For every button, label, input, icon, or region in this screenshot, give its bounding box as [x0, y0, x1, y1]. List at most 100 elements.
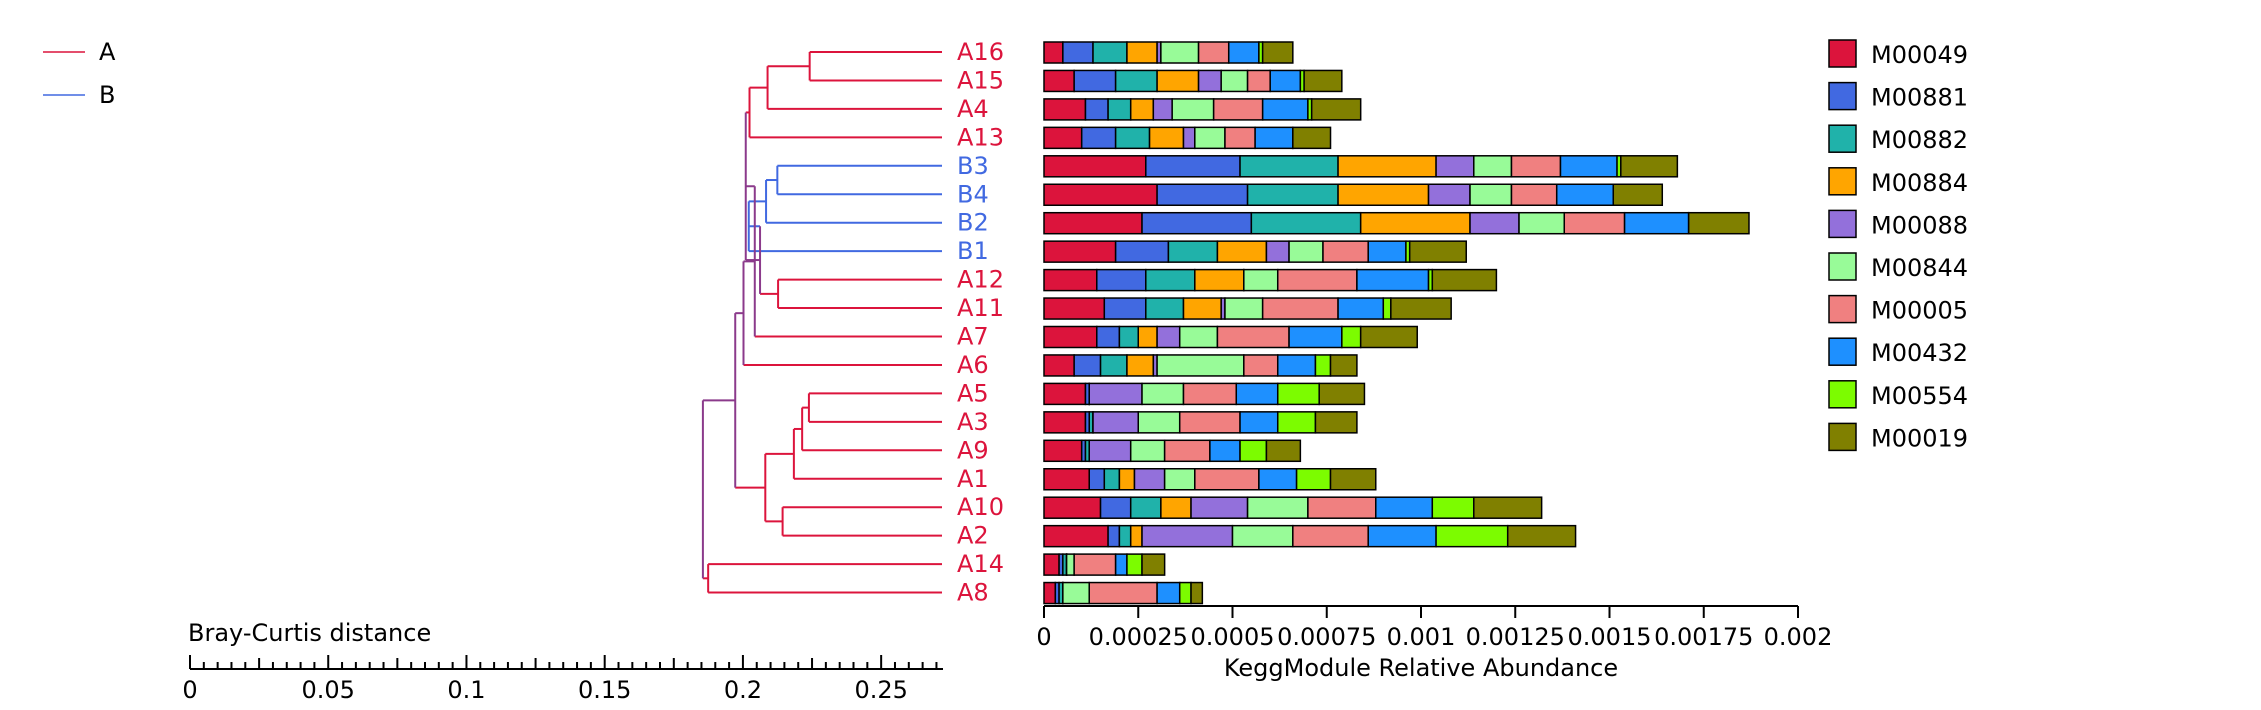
leaf-label: A10	[957, 493, 1004, 521]
bar-segment-M00882	[1246, 183, 1339, 206]
bar-segment-M00005	[1163, 439, 1211, 463]
bar-segment-M00005	[1178, 411, 1241, 434]
bar-segment-M00005	[1246, 69, 1271, 93]
bar-segment-M00884	[1126, 354, 1155, 377]
bar-segment-M00554	[1276, 411, 1317, 434]
bar-segment-M00554	[1431, 496, 1475, 519]
bar-segment-M00049	[1043, 581, 1057, 605]
bar-segment-M00881	[1062, 41, 1094, 64]
bar-segment-M00881	[1103, 297, 1147, 320]
bar-segment-M00884	[1194, 268, 1245, 292]
module-legend-label: M00882	[1871, 126, 1968, 154]
bar-segment-M00019	[1359, 325, 1418, 349]
bar-segment-M00019	[1390, 297, 1452, 320]
leaf-label: B4	[957, 180, 989, 208]
dendrogram-axis: Bray-Curtis distance 0 0.05 0.1 0.15 0.2 0.25	[182, 619, 943, 704]
bar-segment-M00884	[1216, 240, 1268, 263]
bar-segment-M00554	[1178, 581, 1192, 605]
bar-segment-M00088	[1092, 411, 1140, 434]
module-legend-label: M00019	[1871, 424, 1968, 452]
bar-segment-M00088	[1182, 126, 1196, 150]
bar-segment-M00005	[1563, 211, 1626, 235]
bar-segment-M00844	[1178, 325, 1219, 349]
bar-segment-M00844	[1469, 183, 1513, 206]
bar-segment-M00844	[1246, 496, 1309, 519]
bar-segment-M00088	[1156, 325, 1181, 349]
bar-segment-M00844	[1065, 553, 1075, 576]
bar-segment-M00432	[1269, 69, 1302, 93]
bar-segment-M00005	[1307, 496, 1377, 519]
bar-segment-M00884	[1129, 524, 1143, 548]
bar-segment-M00884	[1129, 98, 1155, 121]
bar-segment-M00088	[1469, 211, 1520, 235]
bar-segment-M00019	[1292, 126, 1332, 150]
group-legend-label: A	[99, 38, 116, 66]
bar-segment-M00844	[1473, 155, 1513, 178]
bar-segment-M00088	[1133, 468, 1166, 491]
bar-segment-M00432	[1276, 354, 1317, 377]
bar-segment-M00554	[1295, 468, 1332, 491]
bar-segment-M00432	[1227, 41, 1260, 64]
bar-segment-M00884	[1137, 325, 1158, 349]
bar-segment-M00881	[1145, 155, 1241, 178]
bar-segment-M00049	[1043, 183, 1158, 206]
bar-segment-M00882	[1107, 98, 1132, 121]
module-legend-swatch	[1828, 124, 1857, 153]
dendrogram: A16A15A4A13B3B4B2B1A12A11A7A6A5A3A9A1A10…	[701, 38, 1004, 607]
bar-segment-M00432	[1156, 581, 1181, 605]
bar-segment-M00554	[1126, 553, 1143, 576]
bar-segment-M00019	[1612, 183, 1664, 206]
bar-segment-M00049	[1043, 468, 1090, 491]
bar-segment-M00005	[1224, 126, 1256, 150]
bar-segment-M00049	[1043, 155, 1147, 178]
bar-segment-M00844	[1129, 439, 1166, 463]
bar-segment-M00005	[1276, 268, 1358, 292]
bar-segment-M00019	[1431, 268, 1498, 292]
bar-segment-M00884	[1337, 155, 1437, 178]
bar-segment-M00019	[1687, 211, 1750, 235]
bar-segment-M00881	[1080, 126, 1117, 150]
bar-segment-M00881	[1141, 211, 1253, 235]
bar-segment-M00088	[1141, 524, 1234, 548]
bar-segment-M00554	[1314, 354, 1332, 377]
bar-segment-M00019	[1265, 439, 1302, 463]
bar-segment-M00088	[1152, 98, 1173, 121]
bar-segment-M00088	[1088, 439, 1132, 463]
bar-segment-M00844	[1137, 411, 1181, 434]
leaf-label: A6	[957, 351, 989, 379]
bar-segment-M00882	[1118, 325, 1140, 349]
bar-segment-M00882	[1239, 155, 1339, 178]
bar-segment-M00005	[1212, 98, 1264, 121]
bar-segment-M00554	[1435, 524, 1509, 548]
bar-segment-M00432	[1288, 325, 1343, 349]
bar-segment-M00554	[1382, 297, 1392, 320]
bar-segment-M00882	[1129, 496, 1162, 519]
bar-segment-M00005	[1073, 553, 1117, 576]
bar-segment-M00844	[1518, 211, 1566, 235]
bar-segment-M00844	[1288, 240, 1324, 263]
bar-segment-M00882	[1250, 211, 1362, 235]
bar-segment-M00432	[1239, 411, 1279, 434]
bar-segment-M00882	[1114, 126, 1151, 150]
bar-segment-M00844	[1163, 468, 1196, 491]
bar-segment-M00019	[1473, 496, 1543, 519]
bar-segment-M00049	[1043, 211, 1143, 235]
leaf-label: A12	[957, 266, 1004, 294]
leaf-label: A14	[957, 550, 1004, 578]
bar-segment-M00884	[1182, 297, 1222, 320]
bar-segment-M00049	[1043, 524, 1109, 548]
leaf-label: A5	[957, 379, 989, 407]
module-legend-swatch	[1828, 81, 1857, 111]
bar-segment-M00049	[1043, 553, 1060, 576]
bar-tick-label: 0.00075	[1277, 623, 1376, 651]
bar-tick-label: 0.0015	[1568, 623, 1652, 651]
bar-segment-M00019	[1303, 69, 1343, 93]
module-legend-label: M00088	[1871, 211, 1968, 239]
bar-segment-M00049	[1043, 411, 1087, 434]
bar-segment-M00019	[1310, 98, 1362, 121]
bar-segment-M00882	[1167, 240, 1219, 263]
bar-segment-M00432	[1337, 297, 1385, 320]
leaf-label: B3	[957, 152, 989, 180]
bar-segment-M00088	[1088, 382, 1143, 406]
bar-segment-M00844	[1141, 382, 1185, 406]
